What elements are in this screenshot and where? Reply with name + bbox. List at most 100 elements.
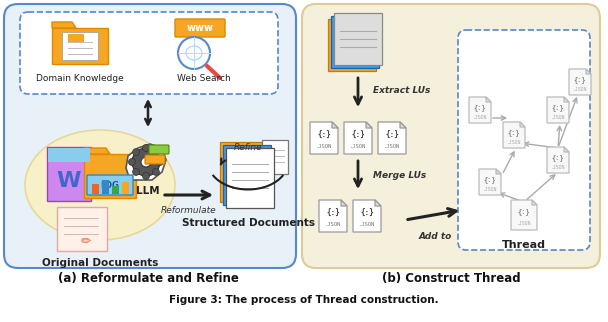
Text: .JSON: .JSON <box>384 145 400 149</box>
Polygon shape <box>503 122 525 148</box>
Text: Figure 3: The process of Thread construction.: Figure 3: The process of Thread construc… <box>169 295 439 305</box>
Text: www: www <box>187 23 213 33</box>
Text: .JSON: .JSON <box>473 115 487 120</box>
Text: .JSON: .JSON <box>325 223 341 227</box>
FancyBboxPatch shape <box>223 145 271 205</box>
Text: Reformulate: Reformulate <box>161 206 217 215</box>
Text: Add to: Add to <box>418 232 452 241</box>
Polygon shape <box>126 144 166 180</box>
Polygon shape <box>469 97 491 123</box>
Ellipse shape <box>25 130 175 240</box>
FancyBboxPatch shape <box>458 30 590 250</box>
Text: .JSON: .JSON <box>573 87 587 92</box>
Text: Thread: Thread <box>502 240 546 250</box>
Polygon shape <box>310 122 338 154</box>
FancyBboxPatch shape <box>62 32 98 60</box>
Text: .JSON: .JSON <box>316 145 332 149</box>
Text: ✏: ✏ <box>81 235 91 249</box>
Polygon shape <box>547 147 569 173</box>
FancyBboxPatch shape <box>302 4 600 268</box>
FancyBboxPatch shape <box>149 145 169 154</box>
Polygon shape <box>84 154 136 198</box>
Text: Original Documents: Original Documents <box>42 258 158 268</box>
Polygon shape <box>564 97 569 102</box>
Text: {:}: {:} <box>551 154 564 161</box>
Polygon shape <box>52 22 76 28</box>
Text: Extract LUs: Extract LUs <box>373 86 430 94</box>
Text: .JSON: .JSON <box>350 145 366 149</box>
FancyBboxPatch shape <box>57 207 107 251</box>
Polygon shape <box>52 28 108 64</box>
Text: {:}: {:} <box>317 130 331 139</box>
Text: {:}: {:} <box>351 130 365 139</box>
Text: .JSON: .JSON <box>517 221 531 226</box>
Text: {:}: {:} <box>573 76 586 83</box>
Text: (a) Reformulate and Refine: (a) Reformulate and Refine <box>58 272 238 285</box>
FancyBboxPatch shape <box>87 175 133 195</box>
Text: W: W <box>57 171 81 191</box>
Circle shape <box>153 148 159 156</box>
Text: Merge LUs: Merge LUs <box>373 171 426 179</box>
FancyBboxPatch shape <box>334 13 382 65</box>
Text: LLM: LLM <box>136 186 160 196</box>
Circle shape <box>128 158 136 166</box>
FancyBboxPatch shape <box>68 34 84 42</box>
Text: Refine: Refine <box>233 143 262 152</box>
Circle shape <box>142 173 150 179</box>
Text: {:}: {:} <box>483 176 496 183</box>
FancyBboxPatch shape <box>48 148 90 162</box>
Polygon shape <box>400 122 406 128</box>
FancyBboxPatch shape <box>112 186 119 194</box>
Polygon shape <box>586 69 591 74</box>
Polygon shape <box>532 200 537 205</box>
Polygon shape <box>341 200 347 206</box>
FancyBboxPatch shape <box>4 4 296 268</box>
Polygon shape <box>366 122 372 128</box>
Polygon shape <box>486 97 491 102</box>
Text: .JSON: .JSON <box>483 187 497 192</box>
Circle shape <box>156 158 164 166</box>
Text: Structured Documents: Structured Documents <box>182 218 314 228</box>
FancyBboxPatch shape <box>122 182 129 194</box>
Polygon shape <box>511 200 537 230</box>
Polygon shape <box>564 147 569 152</box>
Text: (b) Construct Thread: (b) Construct Thread <box>382 272 520 285</box>
Polygon shape <box>569 69 591 95</box>
Polygon shape <box>332 122 338 128</box>
Polygon shape <box>319 200 347 232</box>
Polygon shape <box>520 122 525 127</box>
FancyBboxPatch shape <box>331 16 379 68</box>
Polygon shape <box>344 122 372 154</box>
Text: {:}: {:} <box>508 129 520 136</box>
Text: {:}: {:} <box>517 209 530 215</box>
FancyBboxPatch shape <box>226 148 274 208</box>
FancyBboxPatch shape <box>20 12 278 94</box>
Polygon shape <box>496 169 501 174</box>
Polygon shape <box>547 97 569 123</box>
Text: {:}: {:} <box>385 130 399 139</box>
Polygon shape <box>353 200 381 232</box>
FancyBboxPatch shape <box>102 180 109 194</box>
Text: {:}: {:} <box>326 208 340 217</box>
FancyBboxPatch shape <box>47 147 91 201</box>
Text: {:}: {:} <box>551 104 564 111</box>
Text: .JSON: .JSON <box>359 223 375 227</box>
Text: .JSON: .JSON <box>551 165 565 170</box>
FancyBboxPatch shape <box>92 184 99 194</box>
FancyBboxPatch shape <box>328 19 376 71</box>
Circle shape <box>133 148 140 156</box>
FancyBboxPatch shape <box>145 155 165 164</box>
FancyBboxPatch shape <box>220 142 268 202</box>
Text: Domain Knowledge: Domain Knowledge <box>36 74 124 83</box>
Polygon shape <box>375 200 381 206</box>
Circle shape <box>153 168 159 175</box>
Polygon shape <box>479 169 501 195</box>
Text: {:}: {:} <box>360 208 374 217</box>
Polygon shape <box>84 148 110 154</box>
Text: LOG: LOG <box>100 181 119 190</box>
Text: .JSON: .JSON <box>551 115 565 120</box>
Circle shape <box>178 37 210 69</box>
Circle shape <box>142 145 150 151</box>
Text: .JSON: .JSON <box>507 140 521 145</box>
Text: Web Search: Web Search <box>177 74 231 83</box>
